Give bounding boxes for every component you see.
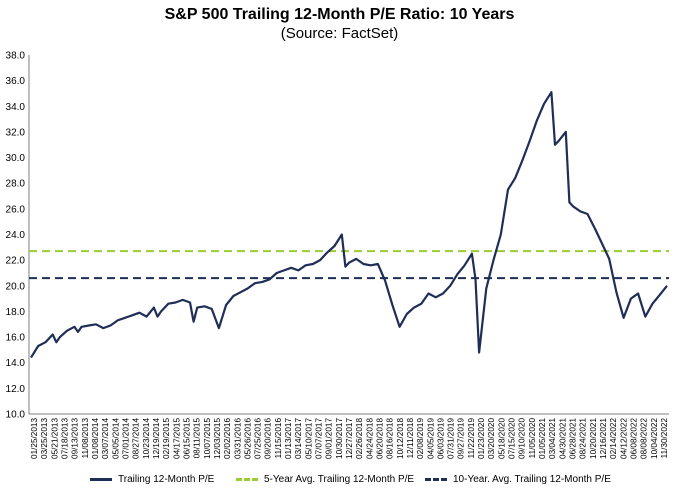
y-tick-label: 32.0: [6, 127, 26, 138]
x-tick-label: 08/16/2018: [386, 418, 395, 459]
x-tick-label: 10/23/2014: [142, 418, 151, 459]
x-tick-label: 02/02/2016: [223, 418, 232, 459]
x-tick-label: 10/07/2015: [203, 418, 212, 459]
x-tick-label: 03/31/2016: [233, 418, 242, 459]
x-tick-label: 01/23/2020: [477, 418, 486, 459]
x-tick-label: 03/20/2020: [487, 418, 496, 459]
y-tick-label: 26.0: [6, 204, 26, 215]
x-tick-label: 04/12/2022: [619, 418, 628, 459]
x-tick-label: 02/14/2022: [609, 418, 618, 459]
x-tick-label: 11/05/2020: [528, 418, 537, 459]
x-tick-label: 03/07/2014: [101, 418, 110, 459]
y-tick-label: 10.0: [6, 410, 26, 421]
x-tick-label: 07/18/2013: [61, 418, 70, 459]
x-tick-label: 01/25/2013: [30, 418, 39, 459]
x-tick-label: 09/10/2020: [518, 418, 527, 459]
y-tick-label: 20.0: [6, 281, 26, 292]
x-tick-label: 01/13/2017: [284, 418, 293, 459]
y-tick-label: 14.0: [6, 358, 26, 369]
y-tick-label: 22.0: [6, 256, 26, 267]
x-tick-label: 01/05/2021: [538, 418, 547, 459]
x-tick-label: 10/04/2022: [650, 418, 659, 459]
x-tick-label: 08/08/2022: [640, 418, 649, 459]
x-tick-label: 05/05/2014: [111, 418, 120, 459]
x-tick-label: 06/08/2022: [629, 418, 638, 459]
x-tick-label: 12/19/2014: [152, 418, 161, 459]
x-tick-label: 12/03/2015: [213, 418, 222, 459]
legend-label: 5-Year Avg. Trailing 12-Month P/E: [264, 473, 415, 485]
x-tick-label: 05/21/2013: [50, 418, 59, 459]
x-tick-label: 02/26/2018: [355, 418, 364, 459]
legend-item-10yr-avg: 10-Year. Avg. Trailing 12-Month P/E: [425, 471, 611, 487]
x-tick-label: 10/30/2017: [335, 418, 344, 459]
x-tick-label: 09/20/2016: [264, 418, 273, 459]
y-tick-label: 38.0: [6, 51, 26, 62]
x-tick-label: 07/07/2017: [315, 418, 324, 459]
x-tick-label: 07/31/2019: [447, 418, 456, 459]
x-tick-label: 10/20/2021: [589, 418, 598, 459]
legend-swatch-solid-navy: [90, 477, 112, 481]
x-tick-label: 10/12/2018: [396, 418, 405, 459]
x-tick-label: 06/28/2021: [568, 418, 577, 459]
x-tick-label: 04/30/2021: [558, 418, 567, 459]
legend-item-trailing-pe: Trailing 12-Month P/E: [90, 471, 214, 487]
y-tick-label: 16.0: [6, 333, 26, 344]
legend-label: 10-Year. Avg. Trailing 12-Month P/E: [453, 473, 611, 485]
x-tick-label: 04/24/2018: [365, 418, 374, 459]
x-tick-label: 11/08/2013: [81, 418, 90, 459]
x-tick-label: 09/13/2013: [71, 418, 80, 459]
x-tick-label: 01/08/2014: [91, 418, 100, 459]
y-tick-label: 18.0: [6, 307, 26, 318]
x-tick-label: 05/10/2017: [304, 418, 313, 459]
legend-label: Trailing 12-Month P/E: [118, 473, 215, 485]
x-tick-label: 02/08/2019: [416, 418, 425, 459]
x-tick-label: 08/27/2014: [132, 418, 141, 459]
chart-title: S&P 500 Trailing 12-Month P/E Ratio: 10 …: [164, 6, 515, 23]
x-tick-label: 08/24/2021: [579, 418, 588, 459]
x-tick-label: 07/25/2016: [254, 418, 263, 459]
x-tick-label: 07/01/2014: [122, 418, 131, 459]
x-tick-label: 05/26/2016: [243, 418, 252, 459]
x-tick-label: 03/04/2021: [548, 418, 557, 459]
x-tick-label: 12/27/2017: [345, 418, 354, 459]
x-tick-label: 09/27/2019: [457, 418, 466, 459]
y-tick-label: 34.0: [6, 102, 26, 113]
x-tick-label: 06/20/2018: [375, 418, 384, 459]
x-tick-label: 11/22/2019: [467, 418, 476, 459]
x-tick-label: 06/15/2015: [182, 418, 191, 459]
y-tick-label: 30.0: [6, 153, 26, 164]
y-tick-label: 36.0: [6, 76, 26, 87]
x-tick-label: 03/14/2017: [294, 418, 303, 459]
series-layer: [29, 91, 669, 359]
chart-subtitle: (Source: FactSet): [280, 25, 399, 42]
x-tick-label: 03/25/2013: [40, 418, 49, 459]
x-tick-label: 04/05/2019: [426, 418, 435, 459]
y-tick-label: 28.0: [6, 179, 26, 190]
x-tick-label: 04/17/2015: [172, 418, 181, 459]
x-tick-label: 08/11/2015: [193, 418, 202, 459]
y-tick-label: 12.0: [6, 384, 26, 395]
legend-item-5yr-avg: 5-Year Avg. Trailing 12-Month P/E: [236, 471, 414, 487]
x-tick-label: 09/01/2017: [325, 418, 334, 459]
x-tick-label: 05/18/2020: [497, 418, 506, 459]
legend-swatch-dashed-navy: [425, 477, 447, 481]
x-tick-label: 06/03/2019: [436, 418, 445, 459]
x-tick-label: 11/15/2016: [274, 418, 283, 459]
x-tick-label: 02/19/2015: [162, 418, 171, 459]
x-tick-labels: 01/25/2013 03/25/2013 05/21/2013 07/18/2013…: [30, 418, 669, 459]
legend-swatch-dashed-green: [236, 477, 258, 481]
y-tick-label: 24.0: [6, 230, 26, 241]
trailing-pe-line: [30, 91, 668, 359]
x-tick-label: 12/11/2018: [406, 418, 415, 459]
y-tick-labels: 10.0 12.0 14.0 16.0 18.0 20.0 22.0 24.0 26.0 28.0…: [6, 51, 26, 421]
x-tick-label: 11/30/2022: [660, 418, 669, 459]
x-tick-label: 12/16/2021: [599, 418, 608, 459]
x-tick-label: 07/15/2020: [508, 418, 517, 459]
